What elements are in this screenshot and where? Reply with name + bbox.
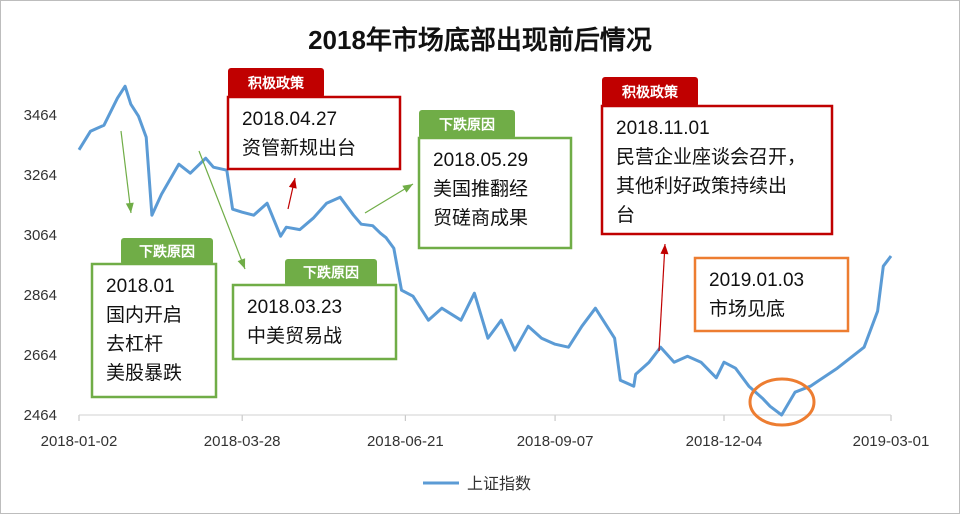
annotation-text-line: 国内开启: [106, 304, 182, 326]
annotation-tag: [419, 110, 515, 139]
x-tick-label: 2018-03-28: [204, 433, 281, 450]
annotation-tag: [285, 259, 377, 286]
y-tick-label: 2664: [24, 347, 57, 364]
annotation-3: 积极政策 2018.04.27 资管新规出台: [226, 68, 402, 171]
annotation-text-line: 其他利好政策持续出: [616, 175, 787, 197]
x-tick-label: 2018-01-02: [41, 433, 118, 450]
annotation-text-line: 2018.01: [106, 276, 175, 297]
annotation-arrow-head: [237, 258, 246, 269]
x-tick-label: 2019-03-01: [853, 433, 930, 450]
annotation-text-line: 2018.05.29: [433, 150, 528, 171]
annotation-text-line: 贸磋商成果: [433, 207, 528, 229]
x-tick-label: 2018-09-07: [517, 433, 594, 450]
bottom-highlight-circle: [748, 377, 816, 427]
annotation-tag: [121, 238, 213, 265]
annotation-tag-label: 积极政策: [248, 75, 305, 91]
x-tick-label: 2018-06-21: [367, 433, 444, 450]
annotation-text-line: 台: [616, 204, 635, 226]
x-tick-label: 2018-12-04: [686, 433, 763, 450]
annotation-text-line: 民营企业座谈会召开，: [616, 146, 806, 168]
annotation-text-line: 资管新规出台: [242, 137, 356, 159]
annotation-2: 下跌原因 2018.03.23 中美贸易战: [231, 259, 398, 361]
annotation-6: 2019.01.03 市场见底: [693, 256, 850, 333]
series-line-shangzheng: [77, 84, 893, 417]
legend-label: 上证指数: [467, 475, 531, 493]
annotation-tag: [602, 77, 698, 107]
annotation-text-line: 市场见底: [709, 298, 785, 320]
y-axis: 2464 2664 2864 3064 3264 3464: [24, 107, 57, 424]
annotation-arrow-head: [125, 202, 134, 213]
annotation-arrow-line: [658, 243, 666, 352]
y-tick-label: 2464: [24, 407, 57, 424]
annotation-text-line: 去杠杆: [106, 333, 163, 355]
annotation-tag-label: 下跌原因: [303, 265, 359, 281]
annotation-box: [600, 104, 834, 236]
y-tick-label: 2864: [24, 287, 57, 304]
annotation-box: [226, 95, 402, 171]
annotation-text-line: 2019.01.03: [709, 270, 804, 291]
annotation-box: [693, 256, 850, 333]
annotation-box: [417, 136, 573, 250]
annotation-tag-label: 积极政策: [622, 84, 679, 100]
annotation-arrow-head: [288, 178, 297, 189]
annotation-text-line: 美股暴跌: [106, 362, 182, 384]
y-tick-label: 3464: [24, 107, 57, 124]
y-tick-label: 3264: [24, 167, 57, 184]
annotation-tag-label: 下跌原因: [439, 117, 495, 133]
annotation-tag-label: 下跌原因: [139, 244, 195, 260]
annotation-box: [90, 262, 218, 399]
chart-title: 2018年市场底部出现前后情况: [308, 25, 652, 55]
annotation-arrows: [120, 130, 669, 352]
y-tick-label: 3064: [24, 227, 57, 244]
annotation-arrow-head: [660, 244, 669, 255]
annotation-arrow-line: [120, 130, 132, 214]
annotation-tag: [228, 68, 324, 98]
annotation-text-line: 2018.04.27: [242, 109, 337, 130]
annotation-arrow-head: [402, 184, 413, 193]
annotation-text-line: 2018.11.01: [616, 118, 710, 139]
annotation-arrow-line: [198, 150, 246, 270]
annotation-text-line: 2018.03.23: [247, 297, 342, 318]
annotation-text-line: 中美贸易战: [247, 325, 342, 347]
annotation-text-line: 美国推翻经: [433, 178, 528, 200]
x-axis: 2018-01-02 2018-03-28 2018-06-21 2018-09-07…: [41, 415, 930, 450]
annotation-box: [231, 283, 398, 361]
